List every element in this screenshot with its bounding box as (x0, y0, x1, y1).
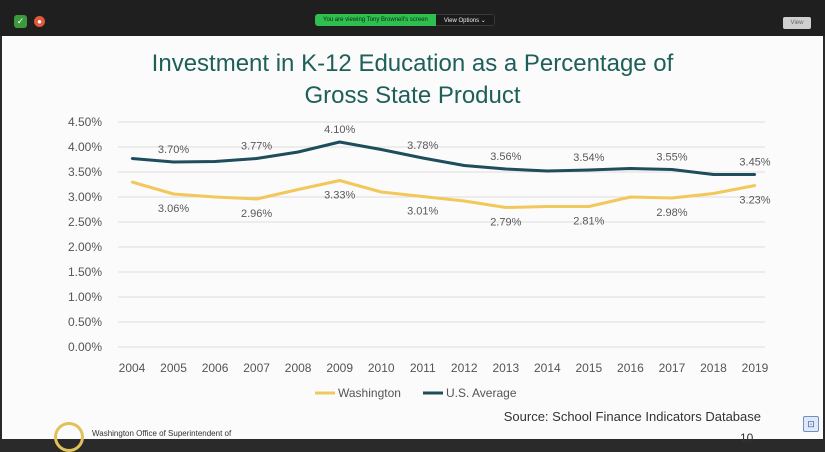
x-tick-label: 2019 (742, 361, 769, 375)
data-point (753, 184, 757, 187)
data-point (753, 173, 757, 176)
y-tick-label: 3.50% (68, 165, 102, 179)
data-label: 3.78% (407, 140, 438, 152)
data-point (172, 160, 175, 164)
x-tick-label: 2008 (285, 361, 312, 375)
data-label: 3.70% (158, 144, 189, 156)
data-point (463, 199, 466, 203)
series-line-us-average (131, 140, 755, 176)
x-tick-label: 2012 (451, 361, 478, 375)
recording-icon[interactable]: ● (34, 16, 45, 27)
data-point (587, 168, 591, 172)
meeting-toolbar: ✓ ● You are viewing Tony Brownell's scre… (0, 0, 825, 36)
data-point (546, 169, 549, 173)
chat-icon[interactable]: ⊡ (803, 416, 819, 432)
x-tick-label: 2005 (160, 361, 187, 375)
data-label: 4.10% (324, 124, 355, 136)
x-tick-label: 2016 (617, 361, 644, 375)
footer-organization: Washington Office of Superintendent of (92, 429, 232, 438)
data-point (463, 164, 466, 167)
data-label: 3.23% (739, 195, 770, 207)
data-point (504, 206, 507, 209)
data-label: 2.98% (656, 207, 687, 219)
data-point (504, 167, 507, 171)
x-tick-label: 2015 (576, 361, 603, 375)
data-point (296, 188, 300, 191)
data-point (255, 197, 258, 201)
y-tick-label: 0.00% (68, 340, 102, 354)
data-point (421, 156, 424, 160)
page-number: 10 (740, 431, 754, 445)
data-point (296, 150, 300, 154)
y-tick-label: 1.00% (68, 290, 102, 304)
data-point (172, 192, 175, 196)
line-chart: 0.00% 0.50% 1.00% 1.50% 2.00% 2.50% 3.00% 3.50%… (68, 115, 771, 400)
screen-share-status: You are viewing Tony Brownell's screen (315, 14, 436, 26)
source-note: Source: School Finance Indicators Databa… (503, 409, 761, 424)
data-point (670, 196, 674, 200)
shared-slide: Investment in K-12 Education as a Percen… (2, 36, 823, 452)
data-label: 3.55% (656, 152, 687, 164)
x-tick-label: 2017 (659, 361, 686, 375)
data-point (130, 157, 134, 160)
y-tick-label: 1.50% (68, 265, 102, 279)
data-point (213, 195, 217, 199)
y-tick-label: 3.00% (68, 190, 102, 204)
data-point (338, 179, 341, 182)
chart-title-line2: Gross State Product (304, 82, 521, 109)
y-tick-label: 2.00% (68, 240, 102, 254)
data-point (712, 173, 715, 176)
data-point (338, 140, 341, 144)
chart-title-line1: Investment in K-12 Education as a Percen… (151, 50, 674, 77)
x-tick-label: 2009 (326, 361, 353, 375)
y-tick-label: 4.50% (68, 115, 102, 129)
data-label: 3.33% (324, 190, 355, 202)
data-point (587, 205, 591, 208)
data-point (629, 195, 632, 199)
x-tick-label: 2014 (534, 361, 561, 375)
data-label: 2.81% (573, 216, 604, 228)
chart-title: Investment in K-12 Education as a Percen… (2, 48, 823, 112)
x-tick-label: 2007 (243, 361, 270, 375)
view-button[interactable]: View (783, 17, 811, 29)
view-options-button[interactable]: View Options ⌄ (435, 14, 495, 26)
x-tick-label: 2013 (492, 361, 519, 375)
screen-share-banner: You are viewing Tony Brownell's screen V… (315, 14, 495, 26)
legend-label: U.S. Average (446, 386, 517, 400)
data-point (670, 168, 674, 171)
data-point (712, 192, 715, 195)
data-point (130, 180, 134, 184)
data-label: 3.56% (490, 151, 521, 163)
data-label: 3.45% (739, 157, 770, 169)
data-point (213, 160, 217, 163)
x-tick-label: 2018 (700, 361, 727, 375)
data-label: 3.54% (573, 152, 604, 164)
y-tick-label: 0.50% (68, 315, 102, 329)
data-point (380, 190, 383, 194)
y-tick-label: 4.00% (68, 140, 102, 154)
data-label: 2.79% (490, 217, 521, 229)
data-point (546, 205, 549, 208)
x-tick-label: 2010 (368, 361, 395, 375)
x-tick-label: 2011 (410, 361, 436, 375)
legend-label: Washington (338, 386, 401, 400)
x-tick-label: 2006 (202, 361, 229, 375)
x-tick-label: 2004 (119, 361, 146, 375)
series-line-washington (131, 179, 756, 209)
data-point (255, 157, 258, 160)
data-label: 3.77% (241, 141, 272, 153)
y-tick-label: 2.50% (68, 215, 102, 229)
data-label: 3.01% (407, 206, 438, 218)
data-label: 3.06% (158, 203, 189, 215)
shield-icon[interactable]: ✓ (14, 15, 27, 28)
ospi-logo (54, 422, 84, 452)
data-point (380, 148, 383, 151)
data-label: 2.96% (241, 208, 272, 220)
data-point (629, 167, 632, 170)
data-point (421, 195, 424, 198)
